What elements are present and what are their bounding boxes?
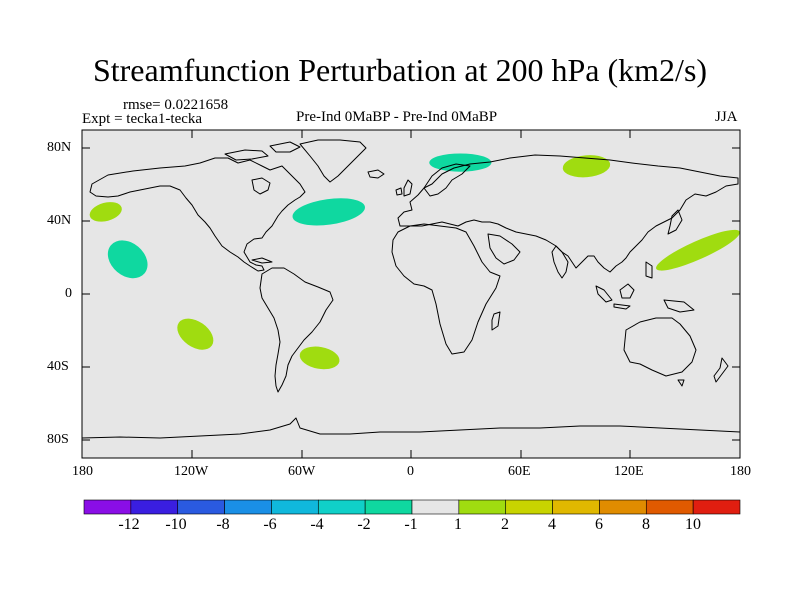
- colorbar-label: -10: [165, 516, 187, 533]
- x-tick-120e: 120E: [614, 464, 644, 479]
- colorbar-swatch: [645, 499, 694, 515]
- colorbar-swatch: [177, 499, 225, 515]
- y-tick-40n: 40N: [47, 213, 72, 228]
- coast-japan: [667, 209, 683, 235]
- x-tick-180e: 180: [730, 464, 751, 479]
- colorbar-swatch: [692, 499, 741, 515]
- coast-borneo: [619, 283, 635, 299]
- y-tick-0: 0: [65, 286, 72, 301]
- anomaly-south-atlantic: [299, 346, 340, 370]
- colorbar-swatch: [224, 499, 272, 515]
- colorbar-label: -2: [357, 516, 371, 533]
- colorbar-label: 2: [501, 516, 509, 533]
- coast-philippines: [645, 261, 653, 279]
- coast-australia: [623, 317, 697, 377]
- colorbar-label: -1: [404, 516, 418, 533]
- colorbar-swatch: [505, 499, 553, 515]
- coastlines: [81, 139, 741, 439]
- x-tick-0: 0: [407, 464, 414, 479]
- coast-new-guinea: [663, 299, 695, 313]
- colorbar-swatch: [364, 499, 413, 515]
- colorbar-label: 6: [595, 516, 603, 533]
- coast-south-america: [259, 267, 334, 393]
- coast-iceland: [367, 169, 385, 179]
- colorbar-swatch: [317, 499, 366, 515]
- comparison-label: Pre-Ind 0MaBP - Pre-Ind 0MaBP: [296, 109, 498, 125]
- plot-title: Streamfunction Perturbation at 200 hPa (…: [92, 52, 708, 88]
- x-tick-180w: 180: [72, 464, 93, 479]
- axis-ticks: [82, 130, 740, 458]
- coast-tasmania: [677, 379, 685, 387]
- coast-arctic-islands: [224, 149, 269, 161]
- y-tick-80n: 80N: [47, 140, 72, 155]
- colorbar: [83, 499, 741, 515]
- colorbar-swatch: [130, 499, 179, 515]
- colorbar-label: 10: [685, 516, 701, 533]
- colorbar-label: -4: [310, 516, 324, 533]
- coast-africa: [391, 223, 501, 355]
- colorbar-label: -12: [118, 516, 140, 533]
- anomaly-central-pacific: [107, 240, 148, 279]
- coast-eurasia: [397, 154, 739, 273]
- colorbar-label: 1: [454, 516, 462, 533]
- colorbar-swatch: [83, 499, 132, 515]
- colorbar-swatch: [552, 499, 600, 515]
- colorbar-label: -6: [263, 516, 277, 533]
- y-tick-40s: 40S: [47, 359, 69, 374]
- colorbar-swatch: [599, 499, 647, 515]
- anomaly-north-pacific-west: [89, 202, 122, 222]
- coast-ellesmere: [269, 141, 301, 153]
- coast-hudson-bay: [251, 177, 271, 195]
- expt-label: Expt = tecka1-tecka: [82, 111, 203, 127]
- x-tick-120w: 120W: [174, 464, 209, 479]
- map-background: [82, 130, 740, 458]
- coast-north-america: [89, 157, 306, 272]
- colorbar-label: 8: [642, 516, 650, 533]
- colorbar-swatch: [411, 499, 460, 515]
- anomaly-north-atlantic: [292, 198, 365, 226]
- anomaly-south-pacific: [177, 318, 214, 350]
- coast-scandinavia: [423, 163, 471, 197]
- coast-britain: [403, 179, 413, 197]
- y-tick-80s: 80S: [47, 432, 69, 447]
- coast-greenland: [299, 139, 367, 183]
- colorbar-swatch: [458, 499, 507, 515]
- coast-sumatra: [595, 285, 613, 303]
- colorbar-label: 4: [548, 516, 556, 533]
- season-label: JJA: [715, 109, 738, 125]
- coast-madagascar: [491, 311, 501, 331]
- coast-arabia: [487, 233, 521, 265]
- colorbar-swatch: [271, 499, 319, 515]
- x-tick-60e: 60E: [508, 464, 531, 479]
- coast-antarctica: [81, 417, 741, 439]
- coast-cuba: [251, 257, 273, 264]
- coast-new-zealand: [713, 357, 729, 383]
- x-tick-60w: 60W: [288, 464, 316, 479]
- rmse-label: rmse= 0.0221658: [123, 97, 229, 113]
- anomaly-west-pacific: [656, 229, 740, 271]
- coast-java: [613, 303, 631, 310]
- colorbar-label: -8: [216, 516, 230, 533]
- anomaly-siberia: [562, 155, 611, 178]
- coast-india: [551, 245, 569, 279]
- coast-ireland: [395, 187, 403, 196]
